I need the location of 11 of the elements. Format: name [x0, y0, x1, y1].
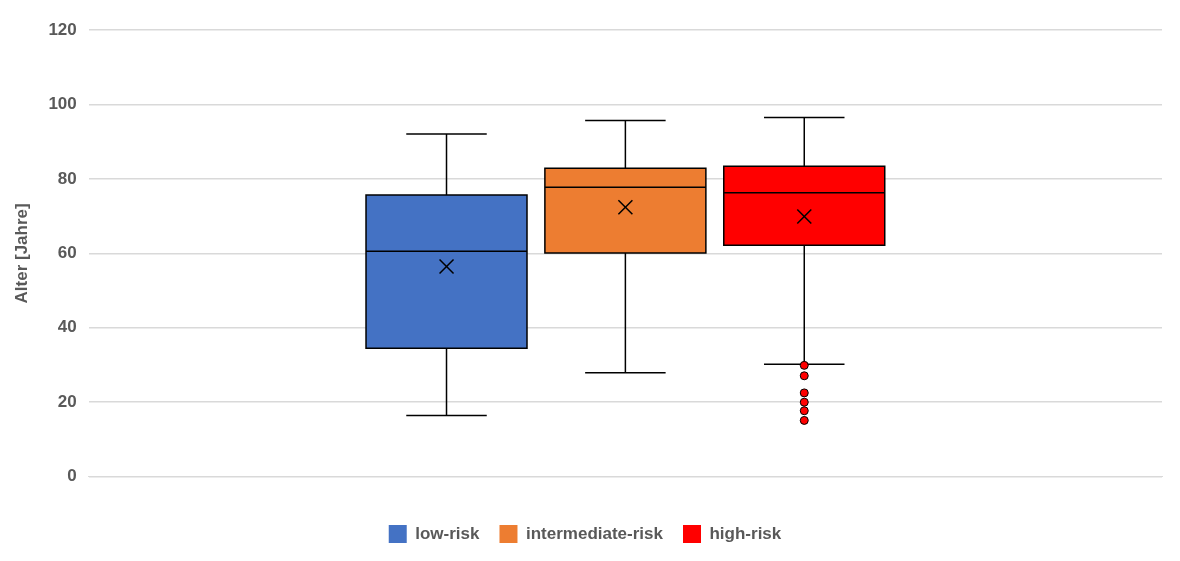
legend-label: intermediate-risk	[525, 523, 664, 543]
y-tick-label: 20	[57, 391, 77, 411]
legend-label: high-risk	[709, 523, 782, 543]
y-tick-label: 120	[48, 19, 77, 39]
y-tick-label: 60	[57, 243, 77, 263]
y-tick-label: 80	[57, 168, 77, 188]
y-tick-label: 0	[67, 466, 77, 486]
y-tick-label: 40	[57, 317, 77, 337]
y-axis-title: Alter [Jahre]	[11, 203, 31, 304]
y-tick-label: 100	[48, 94, 77, 114]
legend-label: low-risk	[415, 523, 481, 543]
